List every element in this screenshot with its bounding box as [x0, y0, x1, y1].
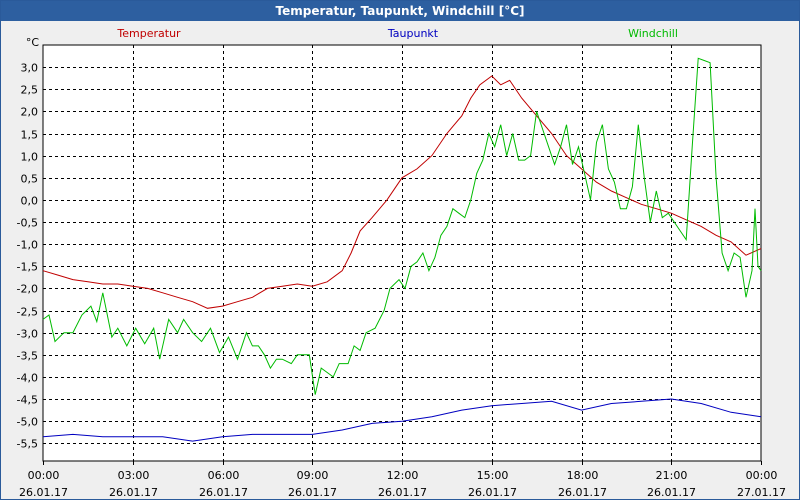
x-tick-time: 06:00 [208, 469, 240, 482]
y-tick-label: -3,0 [17, 328, 38, 341]
y-tick-label: -1,0 [17, 239, 38, 252]
series-line-windchill [42, 57, 762, 395]
x-tick-date: 26.01.17 [288, 486, 337, 499]
x-tick-date: 26.01.17 [199, 486, 248, 499]
x-tick-time: 21:00 [656, 469, 688, 482]
x-tick-time: 00:00 [746, 469, 778, 482]
x-tick-date: 26.01.17 [109, 486, 158, 499]
y-tick-label: -2,5 [17, 306, 38, 319]
series-line-temperatur [42, 75, 762, 309]
x-tick-date: 27.01.17 [737, 486, 786, 499]
y-tick-label: 0,0 [21, 195, 39, 208]
x-tick-date: 26.01.17 [378, 486, 427, 499]
plot-area [42, 44, 762, 462]
y-axis-label: °C [26, 36, 40, 49]
y-tick-label: -5,5 [17, 438, 38, 451]
x-tick-time: 09:00 [297, 469, 329, 482]
x-tick-time: 18:00 [567, 469, 599, 482]
x-tick-time: 15:00 [477, 469, 509, 482]
y-tick-label: -2,0 [17, 283, 38, 296]
y-tick-label: 1,0 [21, 151, 39, 164]
x-tick-date: 26.01.17 [558, 486, 607, 499]
x-tick-date: 26.01.17 [468, 486, 517, 499]
x-tick-date: 26.01.17 [19, 486, 68, 499]
y-tick-label: 2,0 [21, 106, 39, 119]
y-tick-label: -0,5 [17, 217, 38, 230]
x-tick-date: 26.01.17 [647, 486, 696, 499]
y-tick-label: -3,5 [17, 350, 38, 363]
y-tick-label: 3,0 [21, 62, 39, 75]
x-tick-time: 12:00 [387, 469, 419, 482]
series-line-taupunkt [42, 398, 762, 442]
chart-title: Temperatur, Taupunkt, Windchill [°C] [1, 1, 799, 21]
x-tick-time: 00:00 [28, 469, 60, 482]
x-tick-time: 03:00 [118, 469, 150, 482]
y-tick-label: -1,5 [17, 261, 38, 274]
y-tick-label: -5,0 [17, 416, 38, 429]
y-tick-label: -4,5 [17, 394, 38, 407]
legend-taupunkt: Taupunkt [387, 27, 439, 40]
y-tick-label: 0,5 [21, 173, 39, 186]
chart-svg: 3,0 2,5 2,0 1,5 1,0 0,5 0,0 -0,5 -1,0 -1,5 -2,0 -2,… [17, 27, 786, 499]
legend-windchill: Windchill [628, 27, 678, 40]
y-tick-label: 1,5 [21, 129, 39, 142]
y-tick-label: 2,5 [21, 84, 39, 97]
legend-temperatur: Temperatur [116, 27, 181, 40]
y-tick-label: -4,0 [17, 372, 38, 385]
